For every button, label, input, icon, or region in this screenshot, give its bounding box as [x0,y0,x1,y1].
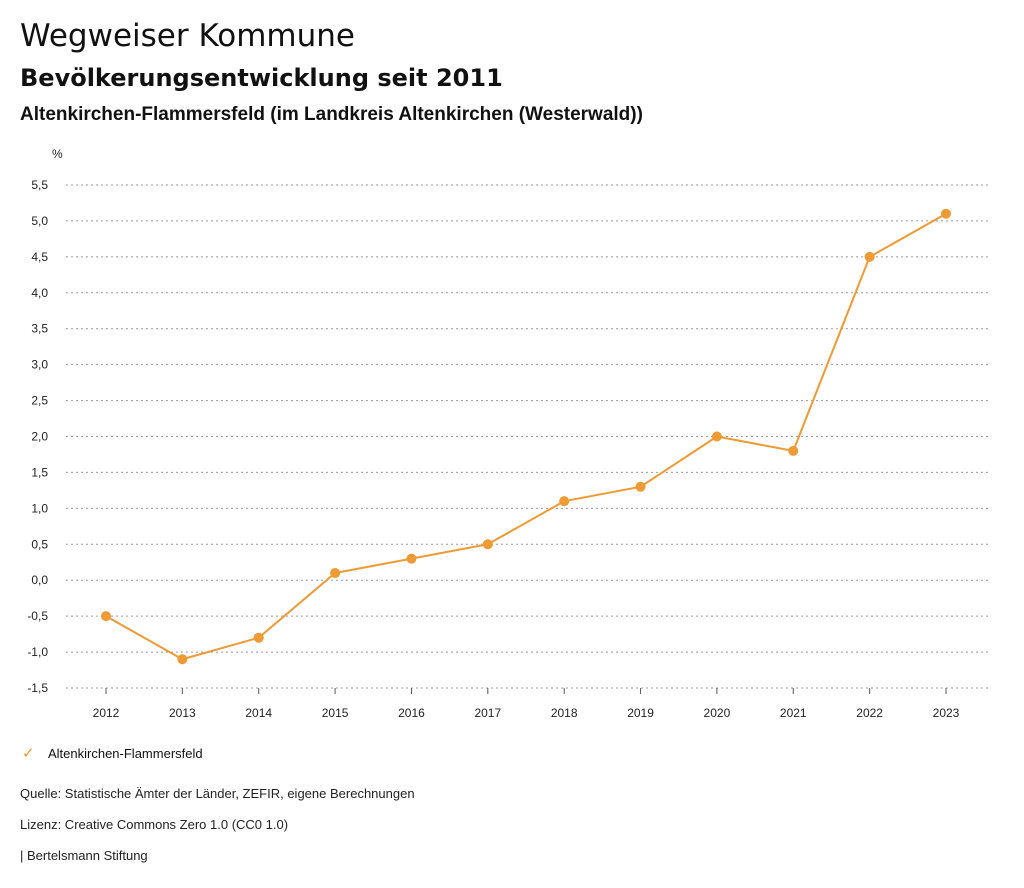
data-point [177,654,188,665]
source-note: Quelle: Statistische Ämter der Länder, Z… [20,786,415,801]
data-point [559,496,570,507]
check-icon: ✓ [22,745,35,762]
data-point [788,445,799,456]
y-tick-label: 5,0 [31,214,48,228]
y-tick-label: -1,5 [27,681,48,695]
data-point [482,539,493,550]
y-tick-label: 3,0 [31,358,48,372]
x-tick-label: 2023 [933,706,960,720]
line-chart: % 5,5 5,0 4,5 4,0 3,5 3,0 2,5 2,0 1,5 1,0 0,5 0,0 -0,… [27,147,990,720]
data-point [101,611,111,622]
y-tick-label: -1,0 [27,645,48,659]
x-tick-label: 2015 [322,706,349,720]
y-tick-label: 1,0 [31,501,48,515]
y-tick-label: 2,0 [31,430,48,444]
y-tick-label: 0,0 [31,573,48,587]
x-tick-label: 2013 [169,706,196,720]
page-title: Wegweiser Kommune [20,18,355,54]
x-tick-label: 2021 [780,706,807,720]
series-line [105,212,947,661]
x-tick-label: 2014 [245,706,272,720]
data-point [635,481,646,492]
x-tick-label: 2022 [856,706,883,720]
license-note[interactable]: Lizenz: Creative Commons Zero 1.0 (CC0 1… [20,817,289,832]
data-point [406,553,417,564]
x-tick-label: 2020 [704,706,731,720]
x-tick-label: 2012 [93,706,120,720]
x-tick-label: 2019 [627,706,654,720]
y-tick-label: 4,0 [31,286,48,300]
y-tick-label: 3,5 [31,322,48,336]
region-title: Altenkirchen-Flammersfeld (im Landkreis … [20,104,643,125]
chart-subtitle: Bevölkerungsentwicklung seit 2011 [20,64,503,92]
data-point [330,568,341,579]
x-tick-label: 2017 [474,706,501,720]
y-tick-label: 4,5 [31,250,48,264]
y-axis-unit-label: % [52,147,63,161]
data-point [864,251,875,262]
y-tick-label: 1,5 [31,465,48,479]
x-tick-label: 2016 [398,706,425,720]
y-tick-label: 5,5 [31,178,48,192]
y-tick-label: 2,5 [31,394,48,408]
y-tick-label: 0,5 [31,537,48,551]
legend-label: Altenkirchen-Flammersfeld [48,745,203,761]
data-point [941,208,951,219]
y-tick-label: -0,5 [27,609,48,623]
legend[interactable]: ✓ Altenkirchen-Flammersfeld [22,744,203,762]
data-point [711,431,722,442]
publisher-note[interactable]: | Bertelsmann Stiftung [20,848,148,863]
data-point [253,632,264,643]
x-tick-label: 2018 [551,706,578,720]
